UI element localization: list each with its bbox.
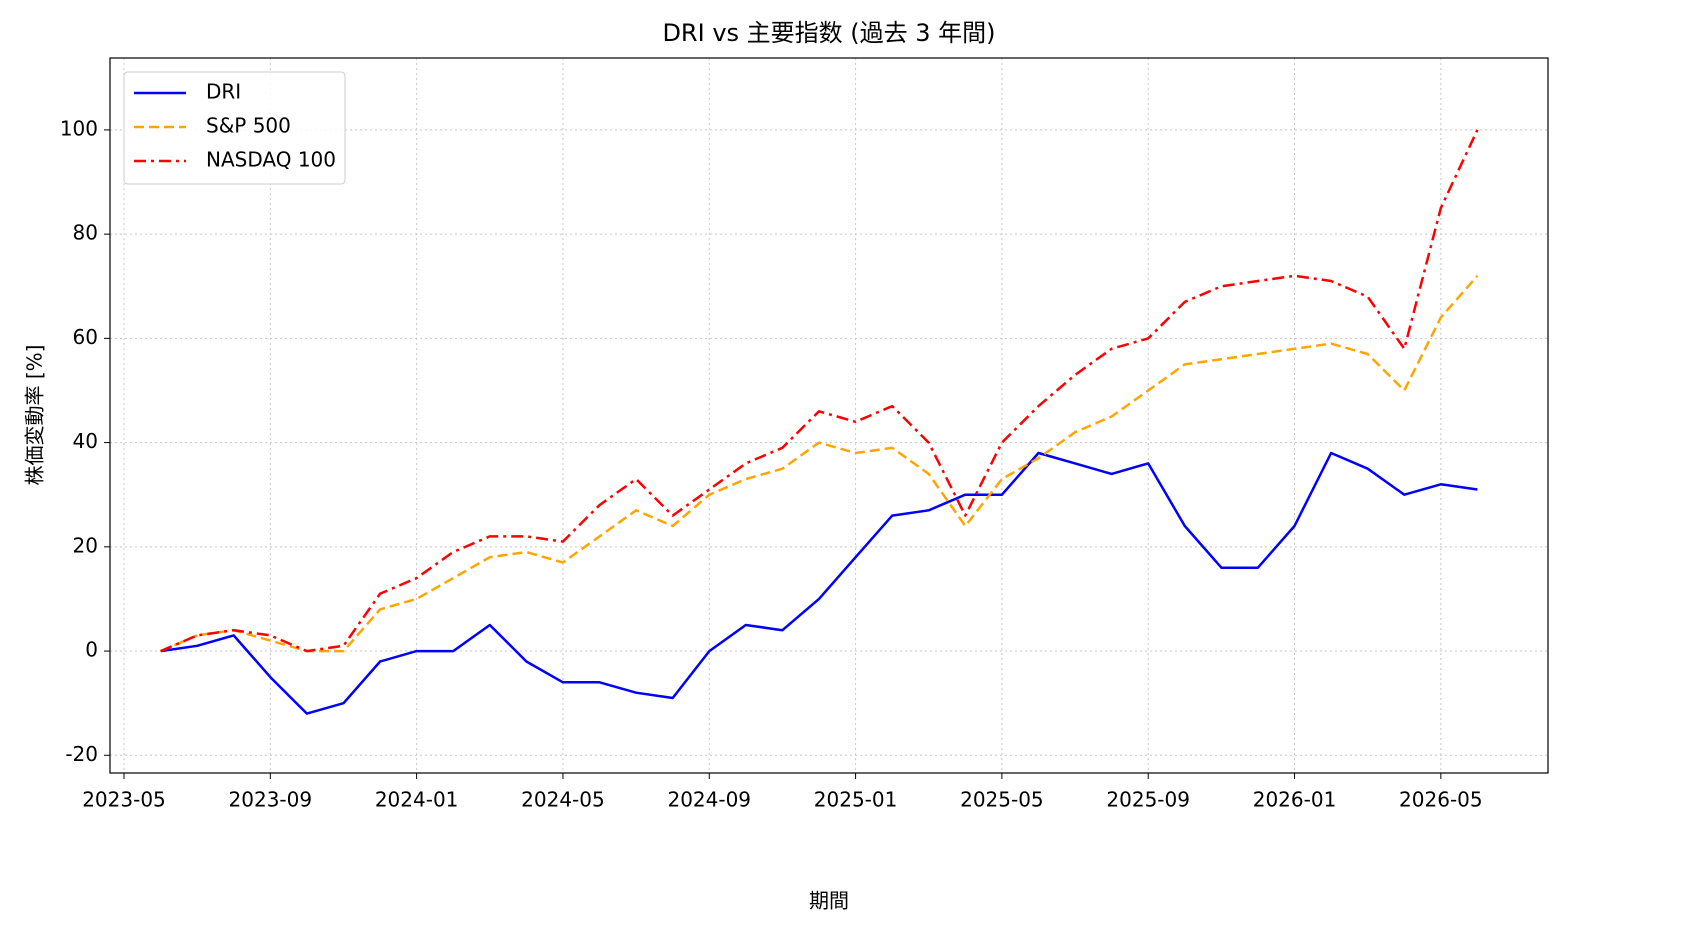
y-tick-label: -20 xyxy=(65,742,98,766)
x-tick-label: 2024-05 xyxy=(521,788,605,812)
legend-label: DRI xyxy=(206,80,241,104)
x-axis-label: 期間 xyxy=(809,889,849,913)
legend-label: S&P 500 xyxy=(206,114,291,138)
x-tick-label: 2025-09 xyxy=(1106,788,1190,812)
y-tick-label: 80 xyxy=(73,221,98,245)
x-tick-label: 2025-01 xyxy=(814,788,898,812)
legend-label: NASDAQ 100 xyxy=(206,148,336,172)
x-tick-label: 2024-01 xyxy=(375,788,459,812)
series-line xyxy=(160,129,1479,653)
y-tick-label: 0 xyxy=(85,638,98,662)
y-tick-label: 40 xyxy=(73,429,98,453)
x-tick-label: 2026-01 xyxy=(1253,788,1337,812)
y-axis-label: 株価変動率 [%] xyxy=(23,345,47,486)
plot-frame xyxy=(109,57,1549,774)
y-tick-label: 20 xyxy=(73,533,98,557)
y-tick-label: 100 xyxy=(60,116,98,140)
x-tick-label: 2025-05 xyxy=(960,788,1044,812)
x-tick-label: 2026-05 xyxy=(1399,788,1483,812)
series-line xyxy=(160,274,1479,653)
x-tick-label: 2023-09 xyxy=(229,788,313,812)
y-tick-label: 60 xyxy=(73,325,98,349)
series-line xyxy=(160,451,1478,715)
chart-title: DRI vs 主要指数 (過去 3 年間) xyxy=(662,19,995,47)
legend-box xyxy=(123,71,346,185)
x-tick-label: 2024-09 xyxy=(667,788,751,812)
x-tick-label: 2023-05 xyxy=(82,788,166,812)
